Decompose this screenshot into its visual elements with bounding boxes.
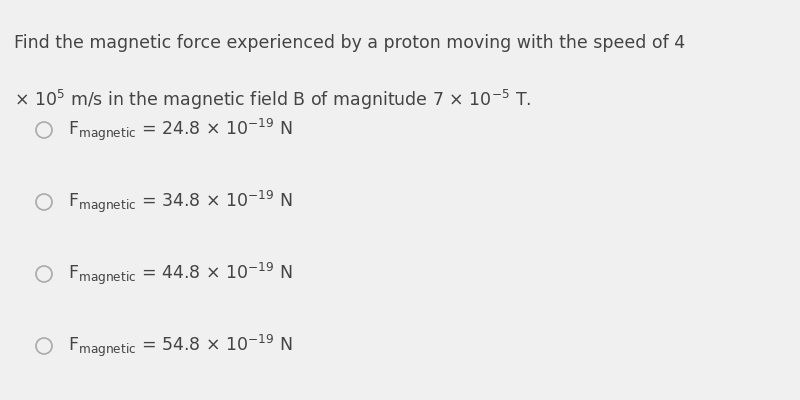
Text: F$_{\mathrm{magnetic}}$ = 54.8 $\times$ 10$^{-19}$ N: F$_{\mathrm{magnetic}}$ = 54.8 $\times$ …	[68, 333, 293, 359]
Text: F$_{\mathrm{magnetic}}$ = 24.8 $\times$ 10$^{-19}$ N: F$_{\mathrm{magnetic}}$ = 24.8 $\times$ …	[68, 117, 293, 143]
Text: $\times$ 10$^{5}$ m/s in the magnetic field B of magnitude 7 $\times$ 10$^{-5}$ : $\times$ 10$^{5}$ m/s in the magnetic fi…	[14, 88, 532, 112]
Text: F$_{\mathrm{magnetic}}$ = 34.8 $\times$ 10$^{-19}$ N: F$_{\mathrm{magnetic}}$ = 34.8 $\times$ …	[68, 189, 293, 215]
Text: Find the magnetic force experienced by a proton moving with the speed of 4: Find the magnetic force experienced by a…	[14, 34, 686, 52]
Text: F$_{\mathrm{magnetic}}$ = 44.8 $\times$ 10$^{-19}$ N: F$_{\mathrm{magnetic}}$ = 44.8 $\times$ …	[68, 261, 293, 287]
